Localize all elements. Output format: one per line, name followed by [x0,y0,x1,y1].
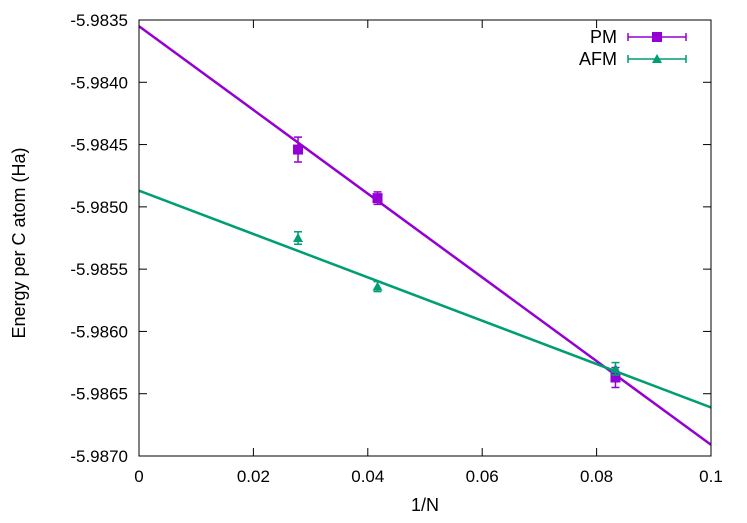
legend-label-afm: AFM [579,49,617,69]
y-tick-label: -5.9865 [70,385,128,404]
plot-area [139,25,711,446]
x-tick-label: 0.04 [351,467,384,486]
x-tick-label: 0.1 [699,467,723,486]
data-point-triangle [293,233,304,242]
x-tick-label: 0.02 [237,467,270,486]
fit-line-afm [139,189,711,409]
plot-frame [138,19,712,457]
y-tick-label: -5.9870 [70,447,128,466]
x-tick-label: 0 [134,467,143,486]
y-tick-label: -5.9850 [70,198,128,217]
data-point-square [293,144,304,155]
x-tick-label: 0.08 [580,467,613,486]
axes: 0 0.02 0.04 0.06 0.08 0.1 -5.9835 -5.9840 -5.984… [70,11,722,486]
series-afm [139,189,711,409]
legend-marker-square [652,32,662,42]
y-tick-label: -5.9835 [70,11,128,30]
y-tick-label: -5.9840 [70,73,128,92]
y-axis-label: Energy per C atom (Ha) [9,147,29,338]
y-tick-label: -5.9845 [70,136,128,155]
series-pm [139,25,711,446]
legend-marker-triangle [652,54,662,63]
data-point-triangle [372,281,383,291]
data-point-triangle [610,363,621,373]
x-tick-label: 0.06 [466,467,499,486]
y-tick-label: -5.9860 [70,322,128,341]
data-point-square [372,193,383,204]
data-point-square [610,372,621,383]
legend-label-pm: PM [590,27,617,47]
y-tick-label: -5.9855 [70,260,128,279]
fit-line-pm [139,25,711,446]
x-axis-label: 1/N [411,495,439,515]
